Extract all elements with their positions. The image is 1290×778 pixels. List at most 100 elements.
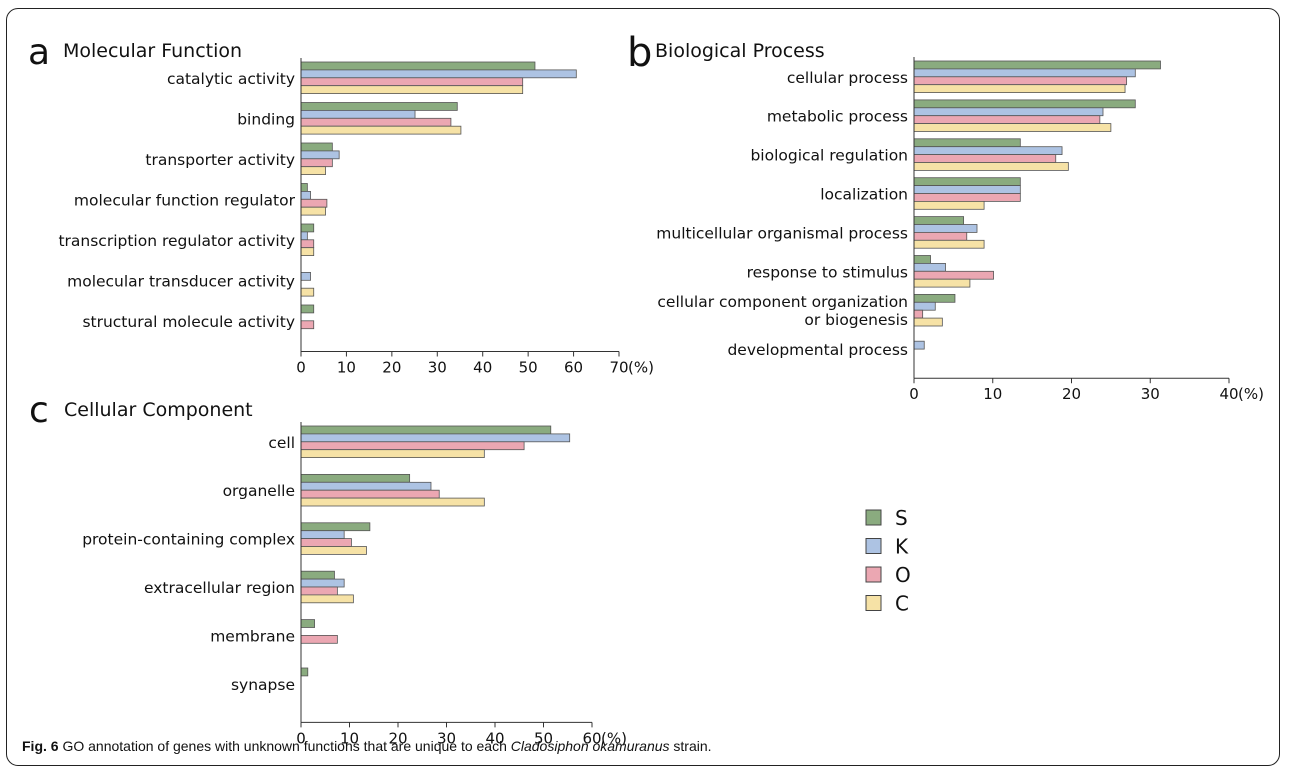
chart-panel-a: a Molecular Function catalytic activity bin… (28, 32, 654, 377)
bar-K-1 (300, 481, 432, 491)
bar-K-0 (300, 69, 577, 79)
bar-C-0 (300, 449, 485, 459)
category-label: molecular function regulator (74, 191, 296, 209)
caption-text-after: strain. (669, 738, 712, 754)
bar-O-4 (913, 231, 968, 241)
bar-O-0 (913, 76, 1128, 86)
bar-O-4 (300, 635, 338, 644)
legend-label-O: O (895, 563, 911, 587)
bar-K-3 (913, 185, 1021, 194)
legend-label-S: S (895, 506, 908, 530)
panel-letter-a: a (28, 32, 50, 73)
bar-S-0 (300, 425, 552, 435)
panel-letter-c: c (29, 390, 49, 431)
legend-swatch-K (865, 538, 882, 554)
category-label: synapse (231, 676, 295, 694)
x-tick-label: 20 (1062, 385, 1081, 403)
x-axis-unit: (%) (628, 359, 654, 377)
bar-S-1 (300, 473, 411, 483)
x-axis-unit: (%) (601, 729, 627, 747)
bar-K-0 (300, 433, 571, 443)
bar-C-1 (300, 125, 462, 135)
bar-O-1 (300, 117, 452, 127)
bar-O-5 (913, 270, 994, 280)
bar-O-2 (300, 158, 333, 168)
category-label: multicellular organismal process (656, 224, 908, 242)
category-label: organelle (223, 482, 295, 500)
bar-C-4 (300, 247, 315, 256)
bar-C-0 (913, 84, 1126, 93)
x-tick-label: 30 (428, 359, 447, 377)
x-tick-label: 60 (582, 729, 601, 747)
bar-S-0 (913, 60, 1161, 70)
category-label: catalytic activity (167, 70, 295, 88)
bar-S-6 (913, 293, 956, 303)
bar-S-5 (913, 255, 931, 264)
bar-C-2 (300, 166, 326, 175)
bar-S-2 (913, 138, 1021, 148)
bar-O-6 (300, 320, 315, 330)
x-tick-label: 40 (473, 359, 492, 377)
bar-K-5 (300, 271, 311, 281)
x-tick-label: 50 (534, 729, 553, 747)
bar-S-2 (300, 522, 371, 532)
bar-S-4 (300, 619, 315, 628)
category-label: transporter activity (145, 151, 295, 169)
bar-S-6 (300, 304, 315, 314)
category-label: localization (820, 186, 908, 204)
x-tick-label: 40 (485, 729, 504, 747)
panel-letter-b: b (627, 30, 652, 76)
category-label: binding (237, 110, 295, 128)
category-label: or biogenesis (804, 311, 908, 329)
bar-C-0 (300, 85, 524, 94)
bar-O-1 (300, 489, 440, 499)
x-tick-label: 30 (437, 729, 456, 747)
bar-S-0 (300, 61, 536, 71)
bar-C-1 (913, 123, 1112, 132)
bar-S-1 (300, 102, 458, 111)
legend-swatch-C (865, 595, 882, 611)
caption-species: Cladosiphon okamuranus (510, 738, 670, 754)
category-label: transcription regulator activity (58, 232, 295, 250)
bar-O-3 (300, 586, 338, 596)
bar-O-3 (300, 198, 328, 208)
bar-S-4 (913, 216, 965, 225)
x-tick-label: 10 (337, 359, 356, 377)
bar-O-2 (913, 154, 1057, 163)
bar-K-2 (300, 150, 340, 160)
bar-S-4 (300, 223, 315, 233)
category-label: membrane (210, 627, 295, 645)
bar-O-4 (300, 239, 315, 249)
x-tick-label: 0 (296, 729, 306, 747)
bar-K-4 (300, 231, 308, 241)
panel-title-a: Molecular Function (63, 40, 242, 62)
category-label: extracellular region (144, 579, 295, 597)
x-tick-label: 20 (382, 359, 401, 377)
x-tick-label: 0 (909, 385, 919, 403)
bar-K-2 (913, 146, 1063, 155)
bar-K-3 (300, 190, 311, 200)
legend-label-K: K (895, 535, 909, 559)
bar-C-5 (913, 278, 971, 288)
legend-swatch-S (865, 509, 882, 526)
bar-K-3 (300, 578, 345, 588)
figure-frame (6, 8, 1280, 766)
caption-text-before: GO annotation of genes with unknown func… (58, 738, 511, 754)
panel-title-c: Cellular Component (64, 399, 253, 421)
bar-C-4 (913, 239, 985, 249)
category-label: protein-containing complex (82, 531, 295, 549)
bar-S-3 (300, 183, 308, 192)
bar-C-3 (300, 206, 326, 216)
figure-caption: Fig. 6 GO annotation of genes with unkno… (22, 738, 712, 754)
legend-swatch-O (865, 566, 882, 583)
bar-K-6 (913, 301, 936, 311)
x-tick-label: 70 (609, 359, 628, 377)
chart-panel-c: c Cellular Component cell organelle protein-… (29, 390, 627, 747)
bar-K-5 (913, 262, 946, 272)
x-tick-label: 60 (564, 359, 583, 377)
bar-K-7 (913, 340, 925, 350)
bar-O-0 (300, 77, 524, 87)
bar-S-5 (300, 667, 309, 677)
category-label: biological regulation (750, 147, 908, 165)
